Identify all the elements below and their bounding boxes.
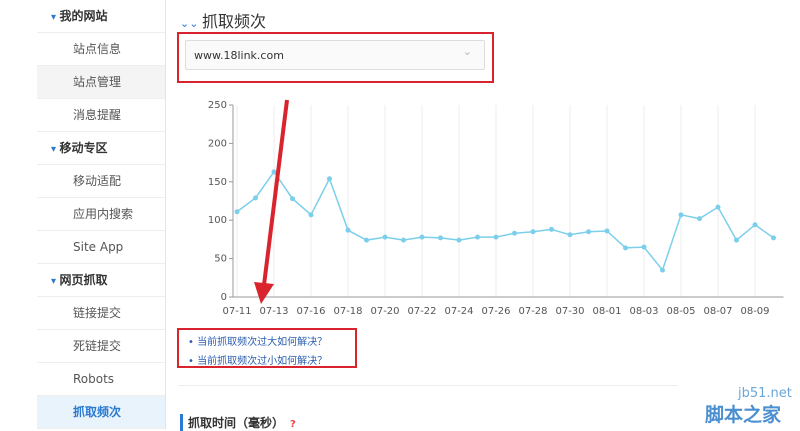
data-point xyxy=(567,232,573,238)
data-point xyxy=(401,237,406,243)
data-point xyxy=(327,176,332,182)
section-title: 抓取时间（毫秒）? xyxy=(180,414,296,431)
x-tick-label: 07-13 xyxy=(259,306,288,317)
x-tick-label: 07-28 xyxy=(518,306,547,317)
x-tick-label: 07-11 xyxy=(222,306,251,317)
y-tick-label: 150 xyxy=(208,177,227,188)
data-point xyxy=(586,229,591,235)
x-tick-label: 07-30 xyxy=(555,306,584,317)
data-point xyxy=(493,234,499,240)
divider xyxy=(178,385,678,386)
watermark-name: 脚本之家 xyxy=(705,404,782,426)
sidebar-item[interactable]: 消息提醒 xyxy=(37,99,165,132)
chart: 0 50 100 150 200 250 07-11 07-13 07-16 07-18 07-20… xyxy=(208,100,784,317)
x-tick-label: 07-22 xyxy=(407,306,436,317)
x-tick-label: 08-09 xyxy=(740,306,769,317)
data-point xyxy=(697,216,702,222)
y-tick-label: 100 xyxy=(208,215,227,226)
data-point xyxy=(438,235,443,241)
x-tick-label: 07-26 xyxy=(481,306,510,317)
data-point xyxy=(752,222,758,228)
x-tick-label: 08-01 xyxy=(592,306,621,317)
data-point xyxy=(641,244,647,250)
data-point xyxy=(678,212,684,218)
site-dropdown[interactable]: www.18link.com xyxy=(185,37,485,70)
data-point xyxy=(604,228,610,234)
data-line xyxy=(236,170,774,272)
x-tick-label: 07-24 xyxy=(444,306,473,317)
section-title-text: 抓取时间（毫秒） xyxy=(188,416,285,430)
page-title: 抓取频次 xyxy=(180,8,266,32)
sidebar-item[interactable]: 站点管理 xyxy=(37,66,165,99)
data-point xyxy=(253,195,258,201)
sidebar-item[interactable]: 链接提交 xyxy=(37,297,165,330)
data-point xyxy=(345,227,351,233)
y-tick-label: 200 xyxy=(208,138,227,149)
sidebar-item[interactable]: 移动适配 xyxy=(37,165,165,198)
data-point xyxy=(456,237,462,243)
sidebar: 我的网站站点信息站点管理消息提醒移动专区移动适配应用内搜索Site App网页抓… xyxy=(37,0,166,429)
x-tick-label: 07-16 xyxy=(296,306,325,317)
sidebar-item[interactable]: Site App xyxy=(37,231,165,264)
help-icon[interactable]: ? xyxy=(290,419,296,430)
data-point xyxy=(382,234,388,240)
y-tick-label: 250 xyxy=(208,100,227,111)
sidebar-section[interactable]: 我的网站 xyxy=(37,0,165,33)
data-point xyxy=(771,235,776,241)
x-tick-label: 07-18 xyxy=(333,306,362,317)
data-point xyxy=(308,212,314,218)
y-tick-label: 0 xyxy=(221,292,227,303)
sidebar-item[interactable]: 死链提交 xyxy=(37,330,165,363)
sidebar-section[interactable]: 移动专区 xyxy=(37,132,165,165)
x-tick-label: 07-20 xyxy=(370,306,399,317)
sidebar-item[interactable]: 抓取频次 xyxy=(37,396,165,429)
data-point xyxy=(271,169,277,175)
data-point xyxy=(475,234,480,240)
data-point xyxy=(290,196,295,202)
data-point xyxy=(419,234,425,240)
data-point xyxy=(364,237,369,243)
data-point xyxy=(549,226,554,232)
x-tick-label: 08-05 xyxy=(666,306,695,317)
help-link[interactable]: 当前抓取频次过小如何解决？ xyxy=(188,352,327,367)
sidebar-section[interactable]: 网页抓取 xyxy=(37,264,165,297)
data-point xyxy=(623,245,628,251)
sidebar-item[interactable]: 站点信息 xyxy=(37,33,165,66)
y-tick-label: 50 xyxy=(214,254,227,265)
data-point xyxy=(715,204,721,210)
data-point xyxy=(512,230,517,236)
data-point xyxy=(530,229,536,235)
x-tick-label: 08-03 xyxy=(629,306,658,317)
x-tick-label: 08-07 xyxy=(703,306,732,317)
watermark-site: jb51.net xyxy=(738,386,792,401)
help-link[interactable]: 当前抓取频次过大如何解决？ xyxy=(188,333,327,348)
sidebar-item[interactable]: Robots xyxy=(37,363,165,396)
data-point xyxy=(660,267,665,273)
sidebar-item[interactable]: 应用内搜索 xyxy=(37,198,165,231)
data-point xyxy=(734,237,739,243)
data-point xyxy=(234,209,240,215)
